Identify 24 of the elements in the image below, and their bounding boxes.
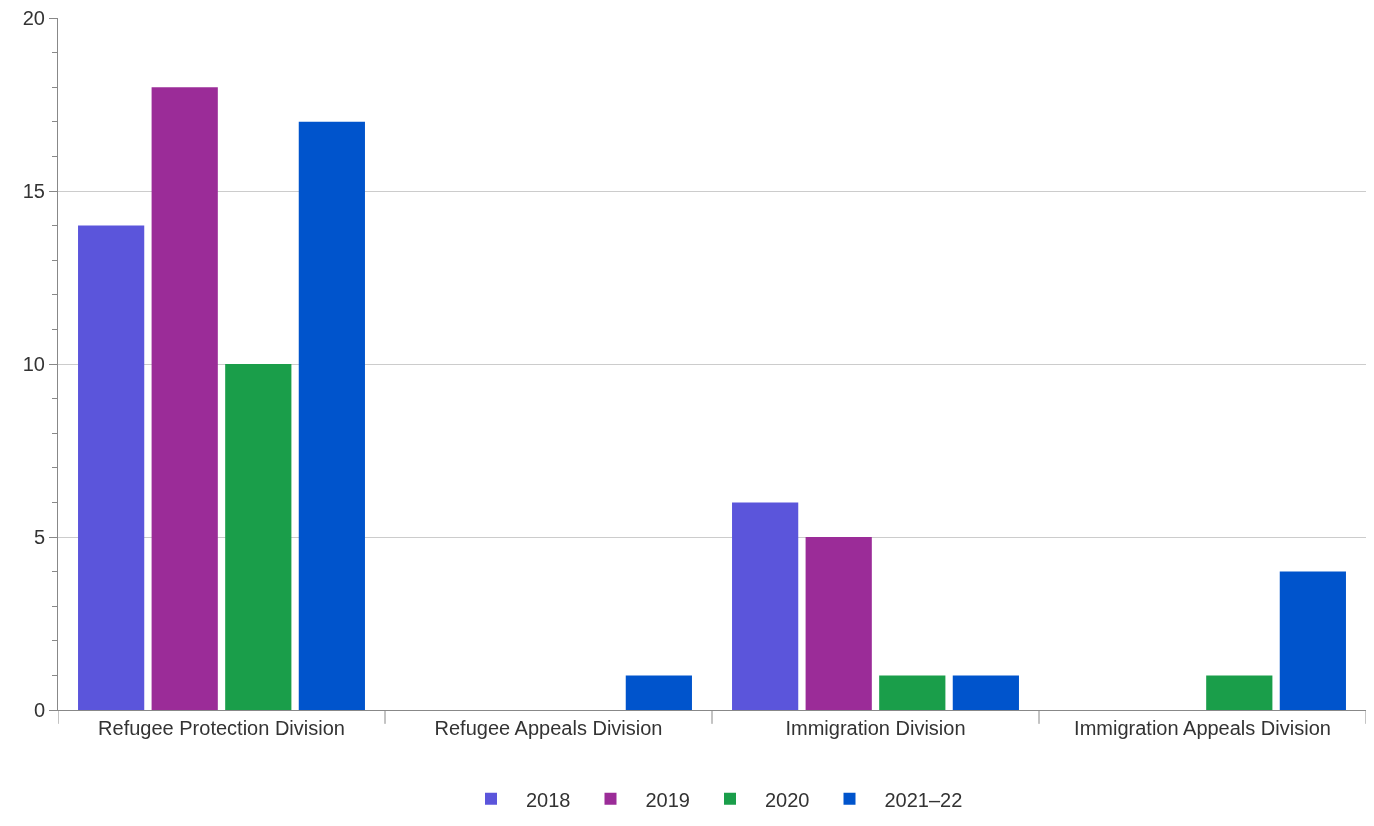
x-tick-label: Immigration Appeals Division (1074, 717, 1331, 739)
legend-label: 2021–22 (884, 788, 963, 811)
y-tick-label: 10 (22, 353, 45, 375)
x-tick-label: Refugee Appeals Division (434, 717, 663, 739)
legend-label: 2018 (526, 788, 571, 811)
y-tick-label: 20 (22, 7, 45, 29)
bar (732, 502, 799, 710)
bar (78, 225, 145, 710)
y-tick-label: 5 (33, 526, 45, 548)
y-tick-label: 0 (33, 699, 45, 721)
bar (225, 364, 292, 710)
y-tick-label: 15 (22, 180, 45, 202)
bar (1279, 571, 1346, 710)
bar (1206, 675, 1273, 710)
x-tick-label: Refugee Protection Division (98, 717, 345, 739)
x-tick-label: Immigration Division (785, 717, 966, 739)
bar (625, 675, 692, 710)
legend-label: 2019 (645, 788, 690, 811)
bar (298, 121, 365, 710)
bar (879, 675, 946, 710)
bar (805, 537, 872, 710)
legend-label: 2020 (765, 788, 810, 811)
bar (151, 87, 218, 710)
bar (952, 675, 1019, 710)
